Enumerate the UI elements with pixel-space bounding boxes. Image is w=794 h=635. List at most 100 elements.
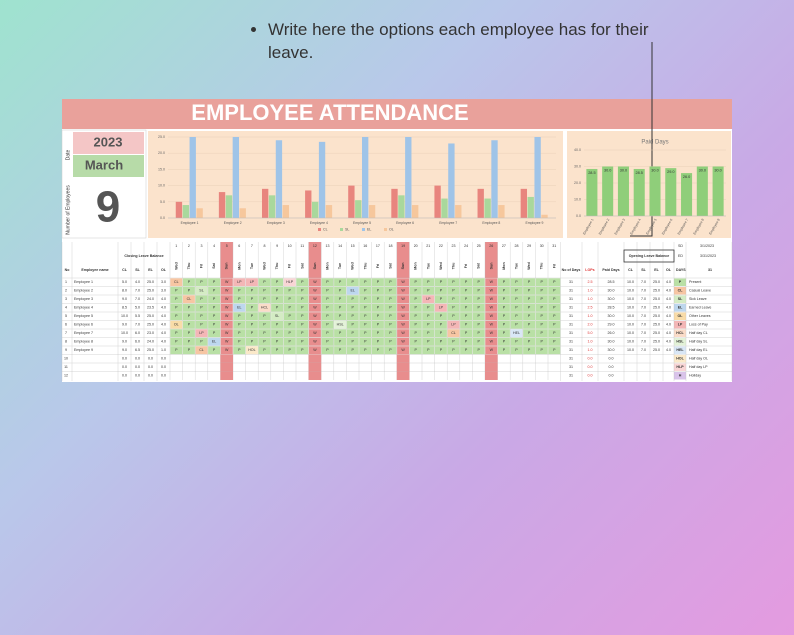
- employee-name: Employee 8: [74, 340, 93, 344]
- day-cell: [334, 278, 347, 287]
- day-code: P: [465, 331, 468, 335]
- day-cell: [535, 346, 548, 355]
- closing-balance: 4.0: [135, 280, 140, 284]
- bar: [355, 200, 362, 218]
- day-cell: [170, 312, 183, 321]
- day-code: P: [339, 306, 342, 310]
- day-cell: [422, 312, 435, 321]
- legend-swatch: [674, 346, 686, 354]
- day-code: P: [200, 297, 203, 301]
- day-cell: [497, 329, 510, 338]
- day-cell: [422, 320, 435, 329]
- weekday: Wed: [262, 262, 266, 270]
- day-number: 17: [376, 244, 380, 248]
- day-code: P: [276, 323, 279, 327]
- y-tick-label: 0.0: [576, 214, 581, 218]
- legend-swatch: [674, 329, 686, 337]
- day-cell: [182, 286, 195, 295]
- day-code: P: [377, 323, 380, 327]
- days-cell: 31: [569, 289, 573, 293]
- day-number: 23: [452, 244, 456, 248]
- day-code: P: [540, 280, 543, 284]
- weekday: Mon: [325, 262, 329, 269]
- day-cell: [447, 286, 460, 295]
- day-cell: [182, 295, 195, 304]
- bar: [455, 205, 462, 218]
- closing-balance: 4.0: [161, 306, 166, 310]
- day-code: P: [288, 348, 291, 352]
- weekday: Sat: [477, 262, 481, 268]
- closing-balance: 4.0: [161, 297, 166, 301]
- paid-cell: 26.0: [608, 331, 615, 335]
- day-cell: [422, 278, 435, 287]
- day-cell: [321, 320, 334, 329]
- day-code: P: [540, 340, 543, 344]
- day-cell: [170, 346, 183, 355]
- day-number: 22: [439, 244, 443, 248]
- col-header: LOPs: [585, 268, 594, 272]
- day-cell: [296, 303, 309, 312]
- y-tick-label: 30.0: [574, 164, 581, 168]
- day-cell: [548, 286, 561, 295]
- day-number: 5: [226, 244, 228, 248]
- x-tick-label: Employee 1: [181, 221, 199, 225]
- bar: [305, 190, 312, 218]
- bar: [527, 196, 534, 218]
- day-code: P: [389, 289, 392, 293]
- day-cell: [233, 329, 246, 338]
- day-code: W: [313, 348, 317, 352]
- day-cell: [485, 320, 498, 329]
- closing-balance: 0.0: [135, 374, 140, 378]
- day-code: P: [251, 306, 254, 310]
- day-cell: [283, 303, 296, 312]
- day-cell: [283, 286, 296, 295]
- weekday: Thu: [540, 263, 544, 270]
- day-cell: [308, 329, 321, 338]
- day-cell: [460, 337, 473, 346]
- day-code: P: [553, 289, 556, 293]
- day-code: P: [515, 314, 518, 318]
- day-code: P: [276, 297, 279, 301]
- col-header: EL: [654, 268, 659, 272]
- closing-balance: 6.0: [135, 331, 140, 335]
- day-code: P: [326, 280, 329, 284]
- day-cell: [409, 346, 422, 355]
- day-code: W: [225, 348, 229, 352]
- paid-cell: 30.0: [608, 340, 615, 344]
- weekday: Sat: [388, 262, 392, 268]
- day-cell: [434, 337, 447, 346]
- day-code: LP: [250, 280, 255, 284]
- bar: [448, 143, 455, 218]
- weekday: Tue: [426, 263, 430, 269]
- legend-label: Half day CL: [689, 331, 708, 335]
- day-cell: [195, 278, 208, 287]
- day-code: P: [364, 331, 367, 335]
- day-code: P: [364, 280, 367, 284]
- day-cell: [271, 303, 284, 312]
- day-code: P: [427, 306, 430, 310]
- paid-cell: 28.5: [608, 306, 615, 310]
- day-cell: [472, 346, 485, 355]
- day-cell: [220, 320, 233, 329]
- day-code: LP: [237, 280, 242, 284]
- closing-balance: 0.0: [161, 374, 166, 378]
- day-number: 19: [401, 244, 405, 248]
- legend-swatch: [674, 355, 686, 363]
- paid-cell: 28.5: [608, 280, 615, 284]
- day-code: P: [465, 280, 468, 284]
- day-code: P: [414, 280, 417, 284]
- day-number: 3: [201, 244, 203, 248]
- opening-balance: 25.0: [653, 331, 660, 335]
- day-cell: [346, 286, 359, 295]
- day-cell: [170, 337, 183, 346]
- weekday: Mon: [502, 262, 506, 269]
- days-cell: 31: [569, 365, 573, 369]
- day-code: W: [313, 314, 317, 318]
- employee-name: Employee 2: [74, 289, 93, 293]
- opening-balance: 4.0: [666, 340, 671, 344]
- day-code: CL: [199, 348, 204, 352]
- legend-code: LP: [678, 323, 683, 327]
- day-code: P: [288, 314, 291, 318]
- day-cell: [359, 320, 372, 329]
- row-no: 9: [65, 348, 67, 352]
